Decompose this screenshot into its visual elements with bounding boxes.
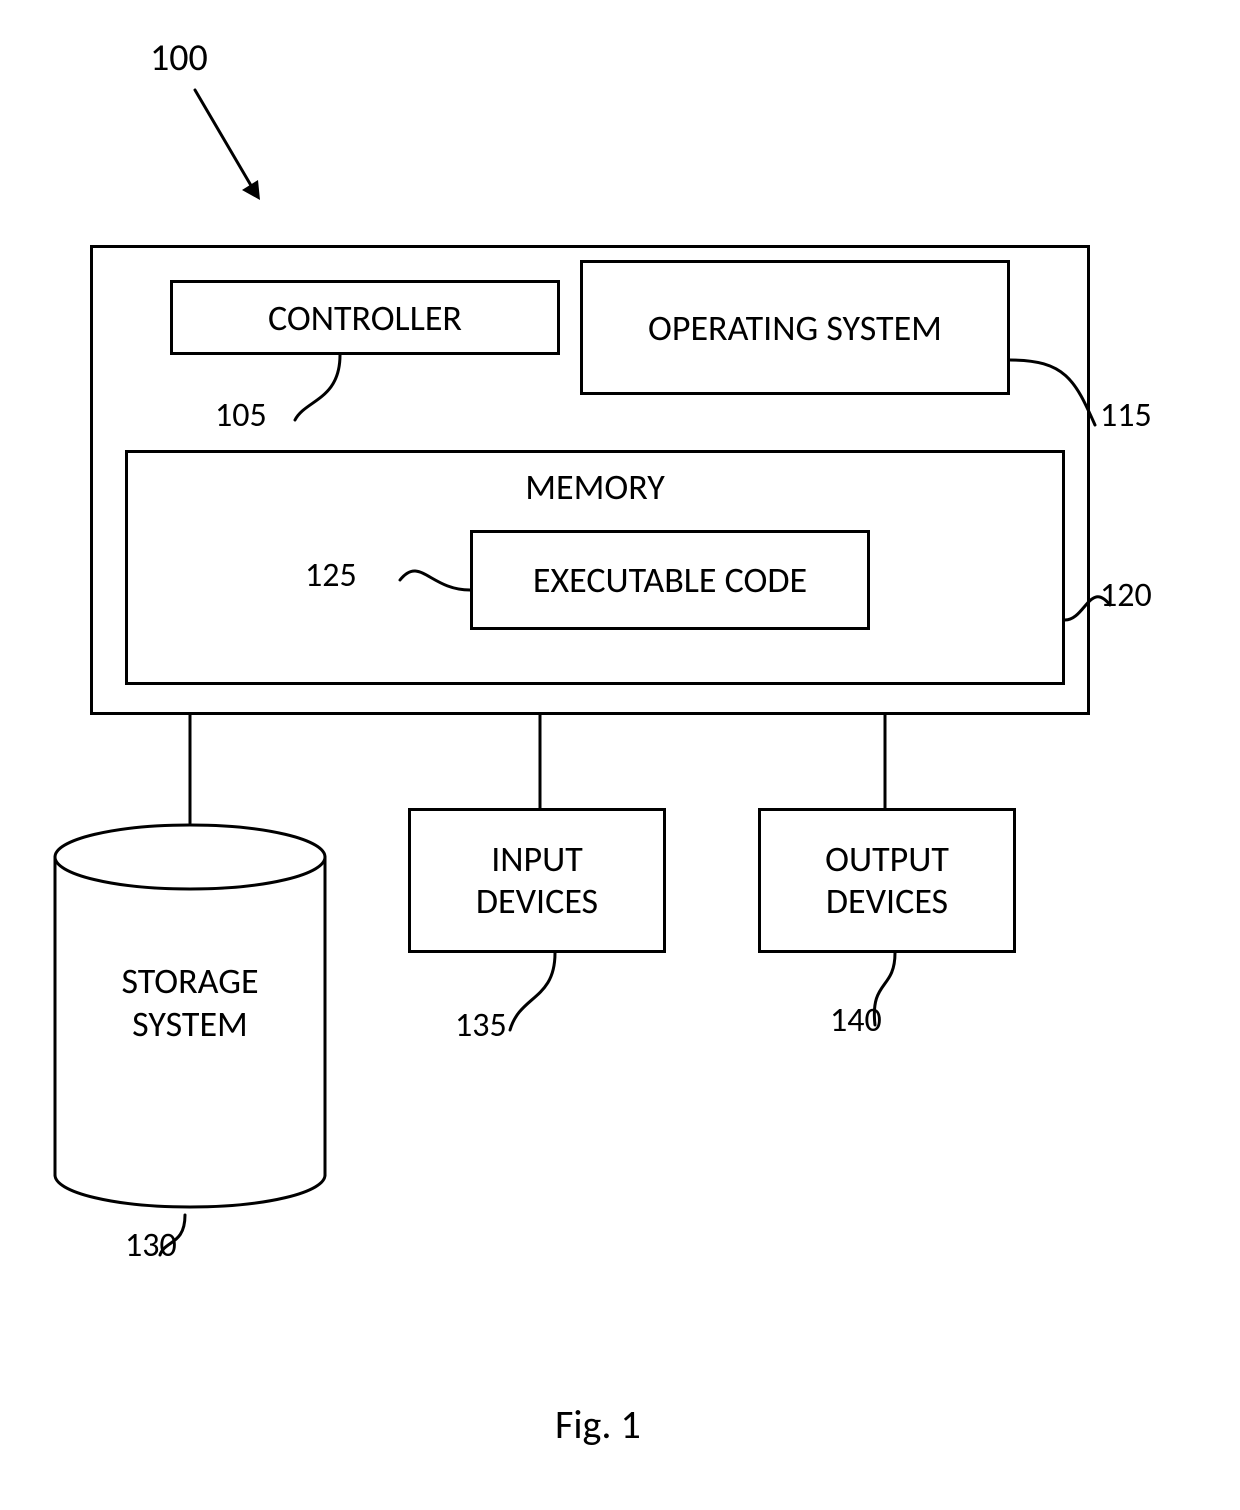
connectors-overlay	[0, 0, 1240, 1510]
ref-125: 125	[305, 555, 357, 596]
arrow-100-icon	[195, 90, 260, 200]
memory-label: MEMORY	[525, 465, 665, 509]
input-label: INPUTDEVICES	[476, 839, 598, 922]
controller-label: CONTROLLER	[268, 296, 462, 340]
callout-135	[510, 953, 555, 1030]
ref-130: 130	[125, 1225, 177, 1266]
ref-100: 100	[150, 35, 208, 81]
output-label: OUTPUTDEVICES	[825, 839, 949, 922]
ref-105: 105	[215, 395, 267, 436]
exec-box: EXECUTABLE CODE	[470, 530, 870, 630]
ref-120: 120	[1100, 575, 1152, 616]
ref-140: 140	[830, 1000, 882, 1041]
output-box: OUTPUTDEVICES	[758, 808, 1016, 953]
ref-135: 135	[455, 1005, 507, 1046]
figure-caption: Fig. 1	[555, 1400, 641, 1449]
exec-label: EXECUTABLE CODE	[533, 558, 807, 602]
os-box: OPERATING SYSTEM	[580, 260, 1010, 395]
input-box: INPUTDEVICES	[408, 808, 666, 953]
ref-115: 115	[1100, 395, 1152, 436]
controller-box: CONTROLLER	[170, 280, 560, 355]
storage-label: STORAGESYSTEM	[55, 960, 325, 1046]
figure-1-diagram: CONTROLLER OPERATING SYSTEM MEMORY EXECU…	[0, 0, 1240, 1510]
os-label: OPERATING SYSTEM	[648, 306, 942, 350]
